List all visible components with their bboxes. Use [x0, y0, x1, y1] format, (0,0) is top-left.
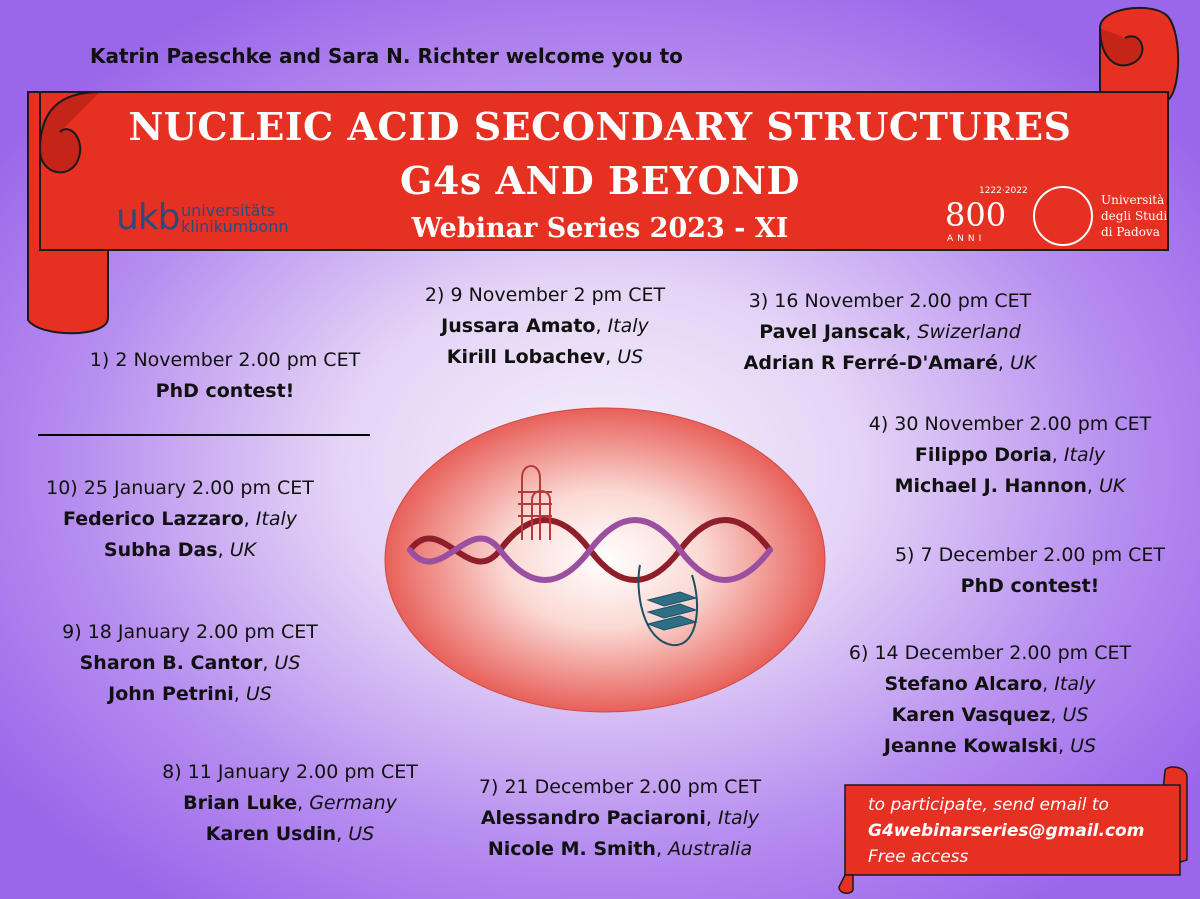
event-country: UK — [229, 539, 257, 561]
event-speaker: PhD contest! — [155, 380, 295, 402]
event-country: US — [1062, 704, 1089, 726]
event-4: 4) 30 November 2.00 pm CET Filippo Doria… — [830, 409, 1190, 502]
event-speaker: Stefano Alcaro — [884, 673, 1043, 695]
padova-name3: di Padova — [1101, 225, 1160, 239]
event-speaker: John Petrini — [108, 683, 234, 705]
event-speaker: Adrian R Ferré-D'Amaré — [743, 352, 998, 374]
padova-name2: degli Studi — [1101, 209, 1168, 223]
ukb-line2: klinikumbonn — [181, 217, 289, 236]
event-6: 6) 14 December 2.00 pm CET Stefano Alcar… — [810, 638, 1170, 762]
event-speaker: Karen Vasquez — [891, 704, 1051, 726]
event-country: Italy — [607, 315, 649, 337]
event-country: Italy — [717, 807, 760, 829]
event-1: 1) 2 November 2.00 pm CET PhD contest! — [45, 345, 405, 407]
divider-line — [38, 434, 370, 436]
event-speaker: Jussara Amato — [441, 315, 596, 337]
welcome-text: Katrin Paeschke and Sara N. Richter welc… — [90, 44, 683, 68]
ukb-line1: universitäts — [181, 201, 276, 220]
event-speaker: Karen Usdin — [205, 823, 337, 845]
padova-800: 800 — [945, 196, 1007, 234]
event-country: Australia — [668, 838, 753, 860]
event-date: 8) 11 January 2.00 pm CET — [162, 761, 418, 783]
event-date: 9) 18 January 2.00 pm CET — [62, 621, 318, 643]
note-text: to participate, send email to G4webinars… — [868, 792, 1144, 870]
event-country: US — [617, 346, 644, 368]
event-country: Swizerland — [917, 321, 1021, 343]
event-speaker: Pavel Janscak — [759, 321, 906, 343]
note-scroll — [838, 766, 1188, 894]
event-date: 10) 25 January 2.00 pm CET — [46, 477, 314, 499]
padova-seal-icon — [1033, 186, 1093, 246]
padova-years: 1222·2022 — [979, 186, 1028, 196]
event-speaker: PhD contest! — [960, 575, 1100, 597]
event-speaker: Kirill Lobachev — [446, 346, 606, 368]
event-speaker: Brian Luke — [183, 792, 298, 814]
event-5: 5) 7 December 2.00 pm CET PhD contest! — [860, 540, 1200, 602]
event-9: 9) 18 January 2.00 pm CET Sharon B. Cant… — [10, 617, 370, 710]
note-email[interactable]: G4webinarseries@gmail.com — [868, 821, 1145, 841]
event-country: US — [1070, 735, 1097, 757]
note-line3: Free access — [868, 847, 969, 867]
padova-anni: ANNI — [947, 234, 986, 244]
event-country: Italy — [1054, 673, 1096, 695]
event-speaker: Federico Lazzaro — [62, 508, 244, 530]
event-speaker: Alessandro Paciaroni — [480, 807, 706, 829]
event-country: UK — [1099, 475, 1126, 497]
event-country: Germany — [309, 792, 397, 814]
banner-subtitle: Webinar Series 2023 - XI — [411, 213, 789, 244]
event-8: 8) 11 January 2.00 pm CET Brian Luke, Ge… — [110, 757, 470, 850]
event-date: 5) 7 December 2.00 pm CET — [894, 544, 1166, 566]
event-country: US — [245, 683, 272, 705]
banner-title-line2: G4s AND BEYOND — [400, 158, 800, 203]
event-date: 2) 9 November 2 pm CET — [424, 284, 666, 306]
event-speaker: Michael J. Hannon — [894, 475, 1087, 497]
event-7: 7) 21 December 2.00 pm CET Alessandro Pa… — [440, 772, 800, 865]
event-speaker: Sharon B. Cantor — [79, 652, 263, 674]
event-country: Italy — [255, 508, 297, 530]
ukb-logo: ukb universitäts klinikumbonn — [116, 197, 288, 238]
event-country: Italy — [1063, 444, 1106, 466]
padova-name1: Università — [1101, 193, 1165, 207]
banner-scroll — [27, 6, 1180, 335]
event-2: 2) 9 November 2 pm CET Jussara Amato, It… — [360, 280, 730, 373]
ukb-mark: ukb — [116, 197, 181, 238]
event-date: 7) 21 December 2.00 pm CET — [478, 776, 762, 798]
event-date: 1) 2 November 2.00 pm CET — [89, 349, 361, 371]
event-country: US — [274, 652, 301, 674]
event-country: UK — [1009, 352, 1037, 374]
banner-title-line1: NUCLEIC ACID SECONDARY STRUCTURES — [128, 104, 1072, 149]
event-date: 4) 30 November 2.00 pm CET — [868, 413, 1152, 435]
event-speaker: Subha Das — [103, 539, 218, 561]
event-3: 3) 16 November 2.00 pm CET Pavel Janscak… — [700, 286, 1080, 379]
event-date: 3) 16 November 2.00 pm CET — [748, 290, 1032, 312]
event-speaker: Jeanne Kowalski — [883, 735, 1059, 757]
dna-illustration — [384, 407, 826, 713]
event-speaker: Nicole M. Smith — [487, 838, 656, 860]
event-country: US — [348, 823, 375, 845]
event-speaker: Filippo Doria — [914, 444, 1052, 466]
note-line1: to participate, send email to — [868, 795, 1109, 815]
event-10: 10) 25 January 2.00 pm CET Federico Lazz… — [0, 473, 360, 566]
event-date: 6) 14 December 2.00 pm CET — [848, 642, 1132, 664]
